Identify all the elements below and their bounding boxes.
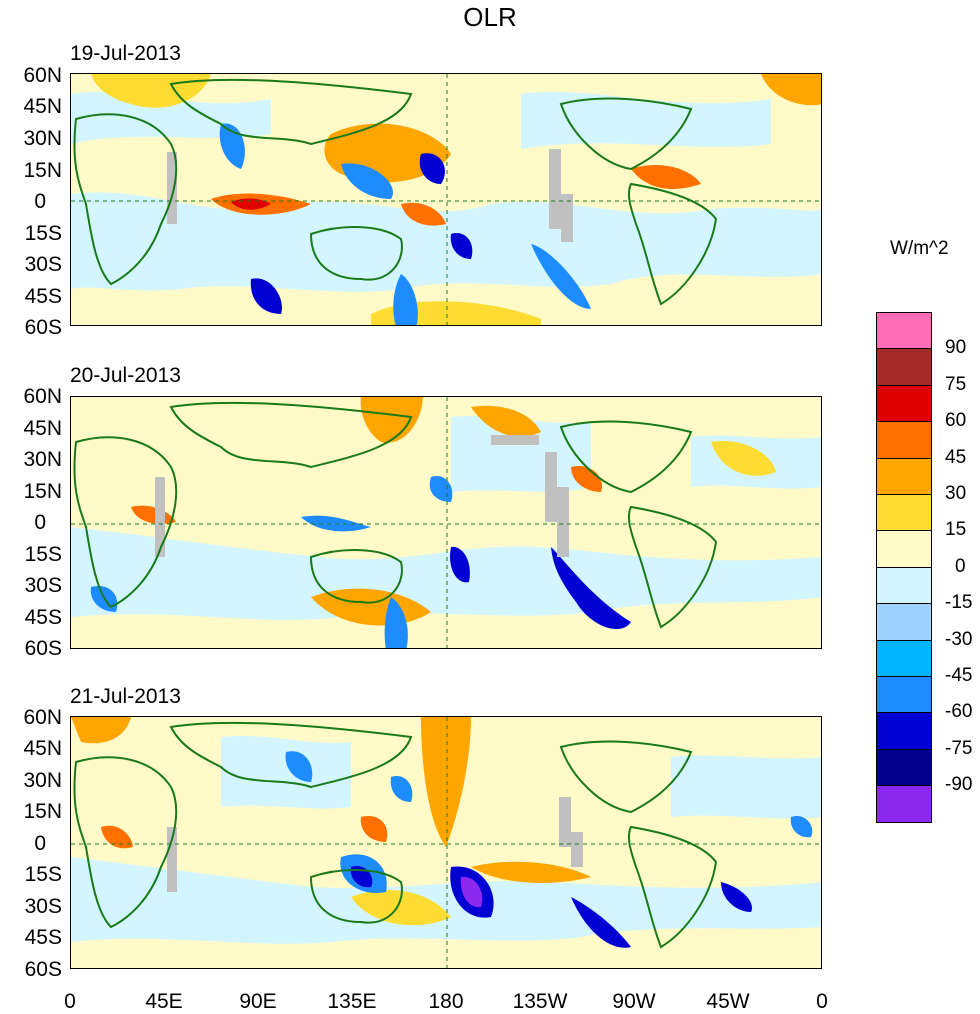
colorbar-swatch: [877, 349, 931, 386]
colorbar-swatch: [877, 640, 931, 677]
colorbar-label: 45: [945, 447, 967, 468]
panel-2-field: [71, 397, 821, 648]
lon-tick: 135W: [512, 990, 568, 1013]
lon-tick: 135E: [327, 990, 377, 1013]
colorbar-swatch: [877, 676, 931, 714]
colorbar-label: 60: [945, 410, 967, 431]
lat-tick: 15S: [24, 543, 62, 566]
panel-2-map: [70, 396, 822, 649]
lat-tick: 0: [34, 832, 46, 855]
lat-tick: 30N: [23, 448, 62, 471]
lat-tick: 45S: [24, 606, 62, 629]
colorbar-swatch: [877, 422, 931, 459]
colorbar-swatch: [877, 458, 931, 495]
panel-1-map: [70, 73, 822, 326]
lat-tick: 15N: [23, 800, 62, 823]
colorbar-swatch: [877, 531, 931, 568]
colorbar-swatch: [877, 713, 931, 750]
panel-1-date: 19-Jul-2013: [70, 42, 181, 65]
panel-2-date: 20-Jul-2013: [70, 364, 181, 387]
colorbar-swatch: [877, 494, 931, 532]
lat-tick: 0: [34, 190, 46, 213]
lat-tick: 45N: [23, 737, 62, 760]
lat-tick: 30S: [24, 253, 62, 276]
lat-tick: 15S: [24, 863, 62, 886]
lon-tick: 90W: [612, 990, 656, 1013]
colorbar-label: -75: [945, 738, 973, 759]
panel-3-field: [71, 717, 821, 968]
colorbar-units: W/m^2: [890, 238, 949, 259]
lon-tick: 90E: [239, 990, 277, 1013]
lat-tick: 15S: [24, 222, 62, 245]
colorbar-swatch: [877, 749, 931, 787]
colorbar-label: 75: [945, 374, 967, 395]
colorbar-label: 90: [945, 337, 967, 358]
panel-1-field: [71, 74, 821, 325]
lat-tick: 60S: [24, 637, 62, 660]
lat-tick: 30S: [24, 574, 62, 597]
figure-title: OLR: [463, 2, 517, 32]
lat-tick: 45S: [24, 285, 62, 308]
panel-3-date: 21-Jul-2013: [70, 685, 181, 708]
lat-tick: 0: [34, 511, 46, 534]
lon-tick: 0: [816, 990, 828, 1013]
lat-tick: 30S: [24, 895, 62, 918]
lon-tick: 45E: [145, 990, 183, 1013]
colorbar-swatch: [877, 567, 931, 605]
lon-tick: 180: [428, 990, 464, 1013]
colorbar-swatch: [877, 385, 931, 423]
lat-tick: 45N: [23, 95, 62, 118]
colorbar-label: -15: [945, 592, 973, 613]
colorbar-swatch: [877, 604, 931, 641]
colorbar-label: -90: [945, 774, 973, 795]
colorbar-swatch: [877, 786, 931, 823]
lat-tick: 60S: [24, 316, 62, 339]
colorbar-label: 15: [945, 519, 967, 540]
lat-tick: 30N: [23, 127, 62, 150]
lat-tick: 15N: [23, 480, 62, 503]
lat-tick: 60S: [24, 958, 62, 981]
colorbar-label: -30: [945, 629, 973, 650]
lat-tick: 45N: [23, 417, 62, 440]
panel-3-map: [70, 716, 822, 969]
colorbar: [876, 312, 932, 824]
lat-tick: 60N: [23, 706, 62, 729]
colorbar-label: 0: [955, 556, 966, 577]
lat-tick: 30N: [23, 769, 62, 792]
lat-tick: 45S: [24, 926, 62, 949]
lon-tick: 0: [64, 990, 76, 1013]
lat-tick: 15N: [23, 159, 62, 182]
colorbar-label: -45: [945, 665, 973, 686]
lat-tick: 60N: [23, 64, 62, 87]
lon-tick: 45W: [706, 990, 750, 1013]
lat-tick: 60N: [23, 385, 62, 408]
colorbar-label: 30: [945, 483, 967, 504]
colorbar-swatch: [877, 313, 931, 350]
colorbar-label: -60: [945, 701, 973, 722]
